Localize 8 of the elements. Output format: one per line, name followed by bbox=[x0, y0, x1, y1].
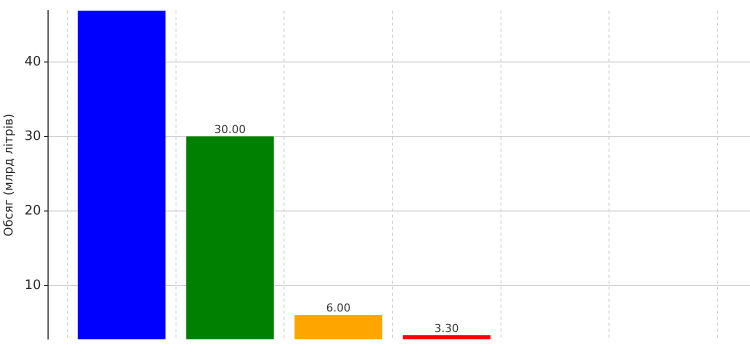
y-tick-label: 30 bbox=[24, 129, 41, 144]
data-label: 6.00 bbox=[326, 302, 351, 315]
y-tick-label: 40 bbox=[24, 54, 41, 70]
y-tick-label: 20 bbox=[24, 203, 41, 218]
data-label: 3.30 bbox=[434, 322, 459, 335]
y-axis-title: Обсяг (млрд літрів) bbox=[1, 114, 16, 236]
data-label: 30.00 bbox=[214, 123, 246, 136]
y-tick-label: 10 bbox=[24, 278, 41, 293]
